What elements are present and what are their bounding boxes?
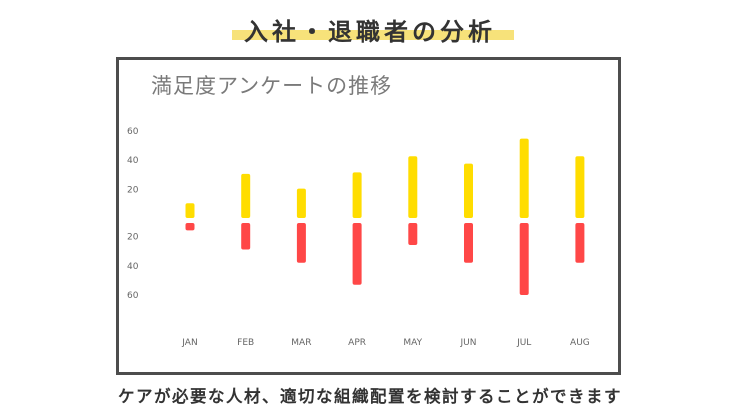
y-tick-label-upper: 40 [127,156,139,166]
page-title: 入社・退職者の分析 [244,18,496,46]
bar-positive-feb [241,173,251,218]
x-tick-label-mar: MAR [291,338,311,348]
caption-text: ケアが必要な人材、適切な組織配置を検討することができます [118,387,622,406]
bar-negative-feb [241,223,251,250]
y-tick-label-upper: 60 [127,127,139,137]
diverging-bar-chart: 20 40 60 20 40 60 JAN FEB MAR APR MAY JUN JUL AUG [127,127,590,348]
bar-negative-jun [464,223,473,263]
y-tick-label-lower: 60 [127,291,139,301]
x-tick-label-feb: FEB [237,338,254,348]
bar-negative-may [408,223,418,246]
x-tick-label-may: MAY [403,338,422,348]
chart-title: 満足度アンケートの推移 [151,74,393,98]
y-tick-label-lower: 40 [127,262,139,272]
y-tick-label-upper: 20 [127,186,139,196]
x-tick-label-apr: APR [348,338,366,348]
bar-negative-mar [296,223,306,263]
title-highlight-bar [232,30,514,40]
bar-positive-apr [352,172,362,218]
bar-negative-jan [185,223,195,231]
x-tick-label-aug: AUG [570,338,590,348]
bar-negative-apr [352,223,362,285]
bar-negative-aug [575,223,585,263]
bar-positive-mar [296,188,306,218]
bar-positive-may [408,156,418,218]
bar-positive-jan [185,203,195,218]
x-tick-label-jan: JAN [181,338,197,348]
x-tick-label-jun: JUN [460,338,477,348]
bar-positive-aug [575,156,585,218]
chart-frame: 満足度アンケートの推移 20 40 60 20 40 60 JAN FEB MAR APR MAY J… [116,57,621,375]
x-tick-label-jul: JUL [516,338,531,348]
bar-positive-jul [519,138,529,218]
bar-positive-jun [464,163,473,218]
y-tick-label-lower: 20 [127,232,139,242]
bar-negative-jul [519,223,529,296]
